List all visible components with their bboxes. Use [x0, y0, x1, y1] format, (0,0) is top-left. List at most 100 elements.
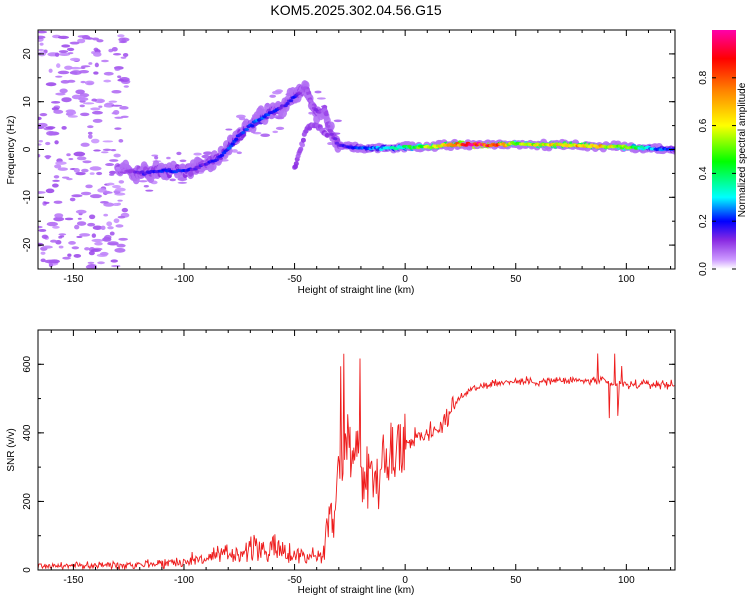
snr-xlabel: Height of straight line (km): [298, 585, 415, 596]
spectrogram-cell: [69, 66, 82, 70]
spectrogram-cell: [114, 247, 126, 253]
spectrogram-cell: [214, 158, 219, 162]
spectrogram-cell: [176, 151, 182, 156]
spectrogram-cell: [75, 89, 85, 95]
spectrogram-cell: [61, 125, 67, 130]
snr-panel: -150 -100 -50 0 50 100 0 200 400 600 Height of st…: [6, 329, 676, 596]
spectrogram-cell: [80, 142, 90, 147]
spectrogram-cell: [48, 263, 53, 268]
spectrogram-cell: [89, 194, 102, 199]
spectrogram-cell: [61, 97, 72, 103]
spectrogram-cell: [115, 187, 126, 192]
spectrogram-cell: [302, 86, 308, 90]
spectrogram-cell: [118, 139, 124, 143]
spectrogram-cell: [58, 245, 64, 249]
spectrogram-cell: [91, 98, 98, 102]
spectrogram-cell: [41, 234, 49, 239]
spectrogram-cell: [325, 124, 331, 128]
colorbar-tick-label: 0.6: [698, 118, 709, 132]
spectrogram-cell: [269, 94, 277, 98]
spectrogram-cell: [74, 224, 80, 230]
spectrogram-cell: [67, 253, 72, 257]
spectrogram-cell: [154, 155, 159, 160]
spectrogram-cell: [166, 156, 171, 160]
spectrogram-cell: [54, 164, 62, 169]
spectrogram-cell: [327, 121, 335, 131]
spectrogram-cell: [78, 97, 89, 102]
colorbar-tick-label: 0.2: [698, 214, 709, 228]
spectrogram-cell: [59, 235, 65, 238]
spectrogram-cell: [103, 236, 108, 241]
spectrogram-cell: [92, 118, 103, 123]
spectrogram-cell: [93, 71, 99, 75]
snr-xtick-label: -50: [287, 575, 302, 586]
spectrogram-cell: [73, 151, 86, 157]
spectrogram-cell: [109, 170, 117, 175]
spectrogram-cell: [45, 141, 51, 146]
spectrogram-cell: [117, 75, 122, 79]
spectrogram-cell: [80, 112, 90, 117]
snr-ytick-label: 600: [22, 356, 33, 373]
spectrogram-cell: [244, 127, 249, 131]
spectrogram-cell: [99, 251, 109, 256]
spectrogram-cell: [50, 239, 58, 243]
spectrogram-cell: [66, 47, 75, 52]
spectrogram-cell: [77, 38, 86, 44]
spectrogram-cell: [44, 259, 56, 264]
spectrogram-cell: [102, 148, 112, 152]
spectrogram-cell: [75, 172, 86, 176]
spectrogram-cell: [111, 89, 122, 94]
spectrogram-cell: [38, 228, 47, 232]
spectrogram-cell: [38, 191, 46, 194]
spectrogram-cell: [103, 79, 112, 83]
spectrogram-cell: [113, 218, 120, 224]
spectrogram-cell: [108, 173, 115, 176]
spectrogram-cell: [66, 153, 71, 157]
spectrogram-cell: [102, 140, 114, 143]
spectrogram-cell: [300, 142, 306, 148]
spectrogram-cell: [117, 215, 126, 219]
spectrogram-cell: [299, 89, 304, 93]
spectrogram-cell: [92, 225, 103, 230]
spectrogram-cell: [58, 50, 69, 54]
spectrogram-cell: [58, 233, 67, 236]
spectrogram-cell: [64, 217, 74, 221]
spectrogram-ytick-label: -10: [22, 190, 33, 205]
spectrogram-cell: [138, 180, 148, 183]
snr-xtick-label: -100: [174, 575, 194, 586]
spectrogram-cell: [121, 207, 129, 213]
spectrogram-cell: [236, 151, 242, 155]
figure-title: KOM5.2025.302.04.56.G15: [270, 2, 441, 18]
spectrogram-cell: [38, 225, 43, 229]
colorbar-gradient: [712, 30, 736, 269]
spectrogram-cell: [288, 99, 294, 103]
spectrogram-cell: [241, 130, 246, 134]
spectrogram-cell: [84, 247, 90, 251]
spectrogram-cell: [122, 52, 129, 57]
spectrogram-cell: [67, 52, 74, 55]
spectrogram-cell: [97, 261, 105, 265]
spectrogram-cell: [293, 161, 299, 167]
colorbar-tick-label: 0.8: [698, 70, 709, 84]
spectrogram-cell: [230, 142, 235, 146]
spectrogram-cell: [45, 126, 56, 130]
spectrogram-xtick-label: -50: [287, 274, 302, 285]
spectrogram-cell: [38, 48, 45, 52]
spectrogram-xlabel: Height of straight line (km): [298, 285, 415, 296]
spectrogram-cell: [260, 133, 271, 138]
spectrogram-cell: [112, 184, 121, 189]
spectrogram-cell: [103, 104, 112, 108]
spectrogram-cell: [107, 226, 114, 230]
spectrogram-cell: [86, 37, 94, 40]
spectrogram-cell: [87, 82, 94, 85]
spectrogram-cell: [92, 37, 99, 41]
spectrogram-cell: [90, 249, 101, 252]
spectrogram-xtick-label: 0: [402, 274, 408, 285]
spectrogram-cell: [64, 65, 73, 70]
spectrogram-cell: [94, 98, 106, 104]
spectrogram-cell: [56, 63, 61, 68]
spectrogram-cell: [43, 201, 50, 204]
spectrogram-cell: [79, 233, 91, 237]
spectrogram-cell: [80, 191, 92, 196]
